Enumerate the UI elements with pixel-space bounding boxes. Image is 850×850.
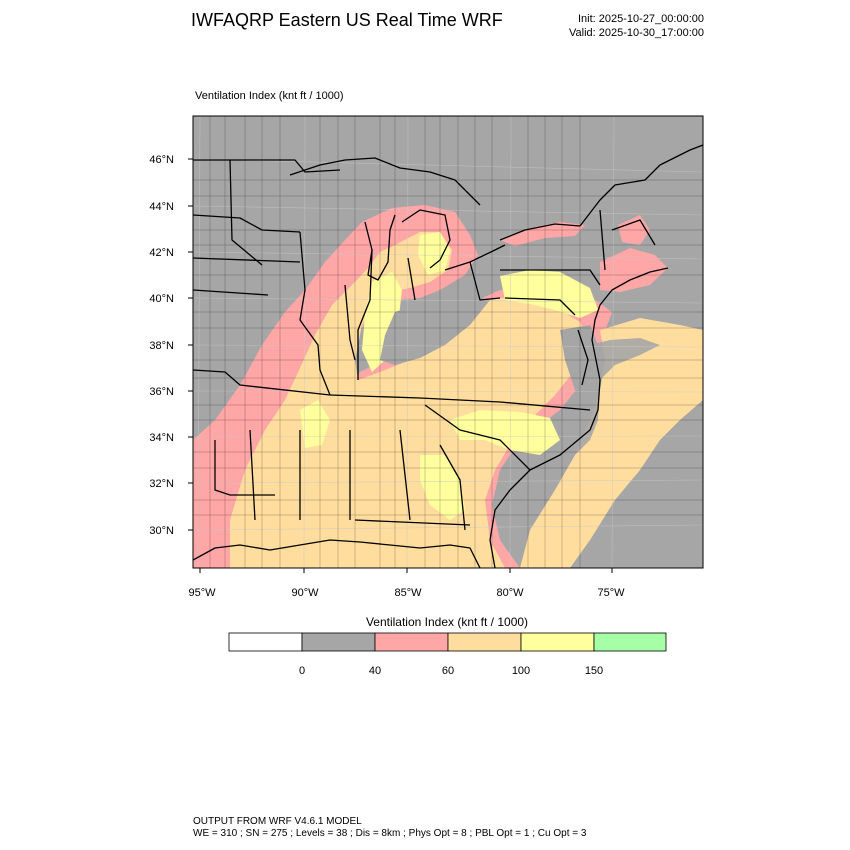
yellow-mi <box>418 232 450 275</box>
yellow-ga <box>420 455 465 520</box>
lon-label: 95°W <box>188 587 216 599</box>
field-label: Ventilation Index (knt ft / 1000) <box>195 90 344 102</box>
lat-label: 44°N <box>149 201 174 213</box>
colorbar-tick-label: 100 <box>512 665 530 677</box>
pink-northeast <box>600 248 668 292</box>
map-frame <box>192 115 704 569</box>
colorbar-tick-label: 150 <box>585 665 603 677</box>
yellow-nc <box>450 410 560 455</box>
colorbar-swatch <box>593 632 667 652</box>
colorbar-tick-label: 60 <box>442 665 454 677</box>
colorbar-swatch <box>374 632 449 652</box>
lon-label: 90°W <box>291 587 319 599</box>
ocean-grey <box>575 338 660 455</box>
pink-lake-strip <box>500 222 585 246</box>
colorbar-tick-label: 40 <box>369 665 381 677</box>
colorbar <box>228 632 667 652</box>
lat-label: 42°N <box>149 247 174 259</box>
orange-gulf <box>300 538 480 568</box>
lon-label: 80°W <box>496 587 524 599</box>
lat-label: 34°N <box>149 432 174 444</box>
map-title: IWFAQRP Eastern US Real Time WRF <box>191 10 503 30</box>
yellow-ms <box>300 400 330 448</box>
orange-offshore <box>520 318 703 568</box>
footer-params: WE = 310 ; SN = 275 ; Levels = 38 ; Dis … <box>193 828 587 839</box>
colorbar-swatch <box>447 632 522 652</box>
footer-model: OUTPUT FROM WRF V4.6.1 MODEL <box>193 816 362 827</box>
lon-label: 85°W <box>394 587 422 599</box>
lat-label: 46°N <box>149 154 174 166</box>
yellow-pa <box>500 270 598 318</box>
lat-label: 30°N <box>149 525 174 537</box>
lat-label: 38°N <box>149 340 174 352</box>
lat-label: 32°N <box>149 478 174 490</box>
lat-label: 40°N <box>149 293 174 305</box>
yellow-indiana <box>362 272 402 372</box>
orange-field <box>230 232 588 568</box>
colorbar-swatch <box>301 632 376 652</box>
colorbar-swatch <box>520 632 595 652</box>
colorbar-swatch <box>228 632 303 652</box>
valid-time: Valid: 2025-10-30_17:00:00 <box>569 27 704 39</box>
colorbar-tick-label: 0 <box>299 665 305 677</box>
colorbar-title: Ventilation Index (knt ft / 1000) <box>365 615 529 629</box>
lon-label: 75°W <box>597 587 625 599</box>
init-time: Init: 2025-10-27_00:00:00 <box>578 13 704 25</box>
map-plot-area <box>193 116 703 568</box>
lat-label: 36°N <box>149 386 174 398</box>
